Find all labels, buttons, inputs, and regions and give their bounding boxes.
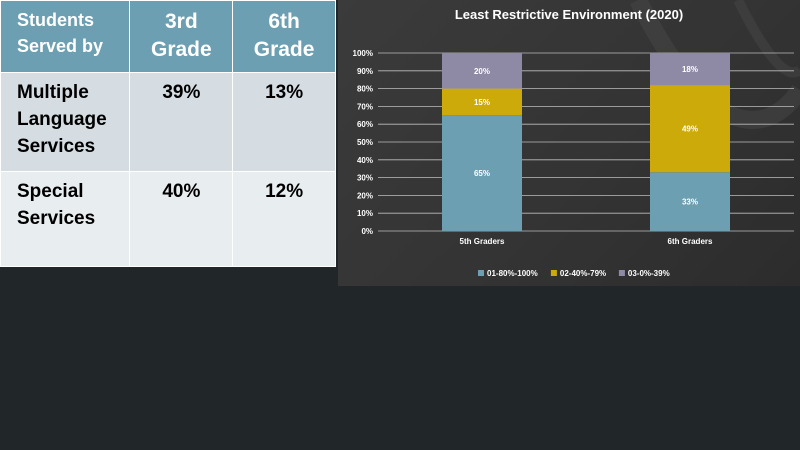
stacked-bar-chart: Least Restrictive Environment (2020) 0% 1… [353,0,800,278]
y-tick-label: 70% [357,102,373,111]
y-tick-label: 40% [357,156,373,165]
bar-segment [442,115,522,231]
y-tick-label: 100% [353,49,373,58]
cell-value: 40% [129,171,234,267]
decorative-swoosh [733,0,800,78]
legend-label: 01-80%-100% [487,269,538,278]
header-3rd-grade: 3rd Grade [129,0,234,73]
y-tick-label: 90% [357,67,373,76]
header-6th-grade: 6th Grade [232,0,336,73]
data-label: 18% [682,65,698,74]
y-tick-label: 10% [357,209,373,218]
legend-swatch [550,270,557,276]
header-label: Students Served by [0,0,131,73]
chart-title: Least Restrictive Environment (2020) [455,7,683,22]
row-label-special-services: Special Services [0,171,131,267]
y-tick-label: 50% [357,138,373,147]
cell-value: 39% [129,72,234,172]
bar-segment [442,53,522,89]
bar-segment [650,53,730,86]
cell-value: 12% [232,171,336,267]
legend-swatch [478,270,484,276]
cell-value: 13% [232,72,336,172]
legend-label: 03-0%-39% [628,269,670,278]
table-row: Multiple Language Services 39% 13% [0,72,336,172]
y-tick-label: 80% [357,85,373,94]
data-label: 20% [474,67,490,76]
y-tick-label: 30% [357,174,373,183]
bar-segment [650,85,730,173]
bar-segment [650,172,730,231]
legend-swatch [618,270,625,276]
y-tick-label: 60% [357,120,373,129]
y-tick-label: 20% [357,191,373,200]
chart-panel: Least Restrictive Environment (2020) 0% 1… [338,0,800,286]
bar-segment [442,88,522,116]
y-tick-label: 0% [361,227,373,236]
x-tick-label: 6th Graders [668,237,713,246]
table-row: Special Services 40% 12% [0,171,336,267]
legend-label: 02-40%-79% [560,269,606,278]
row-label-multiple-language: Multiple Language Services [0,72,131,172]
data-label: 33% [682,198,698,207]
x-tick-label: 5th Graders [460,237,505,246]
table-header-row: Students Served by 3rd Grade 6th Grade [0,0,336,73]
students-served-table: Students Served by 3rd Grade 6th Grade M… [0,0,336,267]
data-label: 49% [682,125,698,134]
data-label: 15% [474,98,490,107]
data-label: 65% [474,169,490,178]
